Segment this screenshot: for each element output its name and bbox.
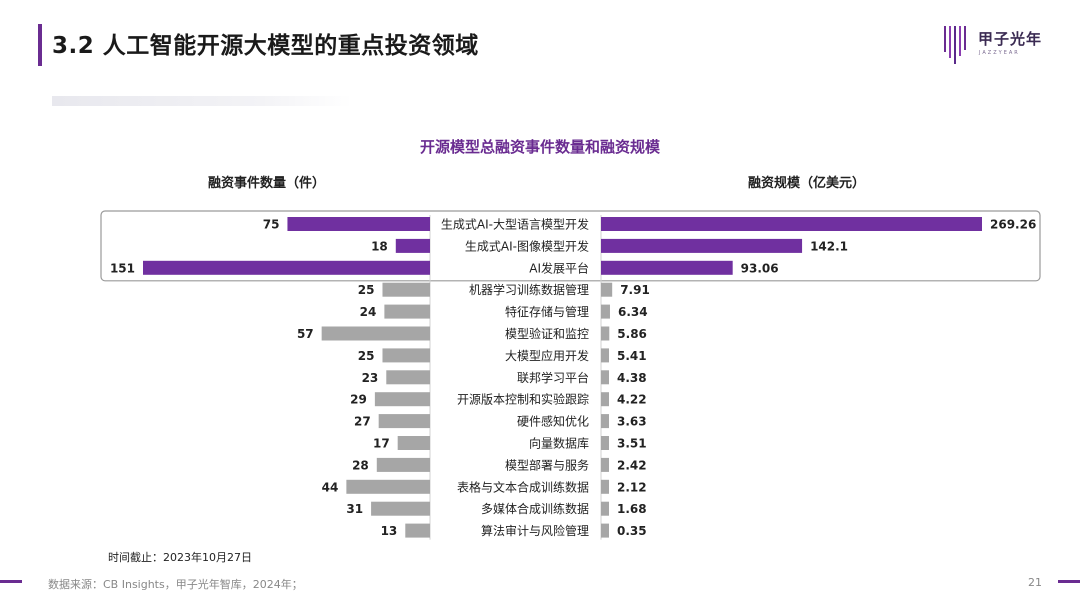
- right-bar: [601, 217, 982, 231]
- title-underline-strip: [52, 96, 352, 106]
- right-value-label: 2.42: [617, 458, 647, 472]
- left-value-label: 18: [371, 239, 388, 253]
- category-label: 多媒体合成训练数据: [481, 501, 589, 516]
- left-bar: [376, 457, 430, 472]
- left-value-label: 75: [263, 218, 280, 232]
- left-bar: [287, 217, 430, 231]
- footer-accent-right: [1058, 580, 1080, 583]
- right-value-label: 5.86: [617, 327, 647, 341]
- page-title: 3.2 人工智能开源大模型的重点投资领域: [52, 33, 479, 59]
- right-value-label: 4.38: [617, 371, 647, 385]
- right-bar: [601, 282, 613, 297]
- left-bar: [374, 392, 430, 407]
- right-value-label: 6.34: [618, 305, 648, 319]
- left-value-label: 57: [297, 327, 314, 341]
- date-note: 时间截止：2023年10月27日: [108, 551, 252, 564]
- category-label: 开源版本控制和实验跟踪: [457, 392, 589, 407]
- brand-name: 甲子光年: [978, 30, 1043, 48]
- right-bar: [601, 238, 803, 253]
- left-value-label: 24: [360, 305, 377, 319]
- right-bar: [601, 392, 609, 407]
- brand-subtitle: JAZZYEAR: [979, 50, 1020, 56]
- right-value-label: 0.35: [617, 524, 647, 538]
- data-source: 数据来源：CB Insights，甲子光年智库，2024年；: [48, 578, 303, 591]
- title-accent-bar: [38, 24, 42, 66]
- left-bar: [384, 304, 430, 319]
- left-bar: [321, 326, 430, 341]
- right-value-label: 269.26: [990, 218, 1036, 232]
- category-label: 模型验证和监控: [505, 326, 589, 341]
- left-bar: [386, 370, 430, 385]
- category-label: 特征存储与管理: [505, 304, 589, 319]
- right-bar: [601, 523, 609, 538]
- right-bar: [601, 457, 609, 472]
- right-bar: [601, 326, 610, 341]
- left-bar: [395, 238, 430, 253]
- category-label: 联邦学习平台: [517, 370, 589, 385]
- left-value-label: 27: [354, 415, 371, 429]
- right-bar: [601, 479, 609, 494]
- highlight-box: [100, 210, 1041, 282]
- footer-accent-left: [0, 580, 22, 583]
- left-series-title: 融资事件数量（件）: [208, 176, 326, 191]
- left-bar: [346, 479, 430, 494]
- left-bar: [382, 282, 430, 297]
- left-value-label: 44: [322, 480, 339, 494]
- right-bar: [601, 501, 609, 516]
- right-value-label: 3.51: [617, 437, 647, 451]
- category-label: AI发展平台: [529, 260, 589, 275]
- right-bar: [601, 304, 610, 319]
- right-bar: [601, 436, 609, 450]
- category-label: 表格与文本合成训练数据: [457, 479, 589, 494]
- page-number: 21: [1028, 576, 1042, 589]
- left-value-label: 23: [362, 371, 379, 385]
- right-series-title: 融资规模（亿美元）: [748, 176, 866, 191]
- left-value-label: 31: [346, 502, 363, 516]
- category-label: 向量数据库: [529, 436, 589, 451]
- right-value-label: 5.41: [617, 349, 647, 363]
- left-value-label: 17: [373, 437, 390, 451]
- left-bar: [382, 348, 430, 363]
- category-label: 生成式AI-大型语言模型开发: [441, 217, 589, 232]
- category-label: 生成式AI-图像模型开发: [465, 238, 589, 253]
- right-value-label: 4.22: [617, 393, 647, 407]
- left-bar: [397, 436, 430, 450]
- brand-logo: 甲子光年 JAZZYEAR: [942, 22, 1052, 68]
- brand-logo-icon: [944, 26, 966, 64]
- left-value-label: 13: [381, 524, 398, 538]
- right-value-label: 93.06: [741, 261, 779, 275]
- left-bar: [405, 523, 430, 538]
- right-value-label: 2.12: [617, 480, 647, 494]
- left-bar: [143, 260, 430, 275]
- right-value-label: 7.91: [620, 283, 650, 297]
- left-value-label: 28: [352, 458, 369, 472]
- right-bar: [601, 414, 609, 429]
- right-value-label: 142.1: [810, 239, 848, 253]
- category-label: 模型部署与服务: [505, 457, 589, 472]
- left-value-label: 29: [350, 393, 367, 407]
- category-label: 机器学习训练数据管理: [469, 282, 589, 297]
- right-bar: [601, 370, 609, 385]
- left-bar: [371, 501, 430, 516]
- right-value-label: 1.68: [617, 502, 647, 516]
- category-label: 算法审计与风险管理: [481, 523, 589, 538]
- right-value-label: 3.63: [617, 415, 647, 429]
- left-bar: [378, 414, 430, 429]
- chart-title: 开源模型总融资事件数量和融资规模: [419, 138, 660, 156]
- right-bar: [601, 260, 733, 275]
- left-value-label: 25: [358, 283, 375, 297]
- right-bar: [601, 348, 609, 363]
- left-value-label: 151: [110, 261, 135, 275]
- category-label: 大模型应用开发: [505, 348, 589, 363]
- category-label: 硬件感知优化: [517, 414, 589, 429]
- left-value-label: 25: [358, 349, 375, 363]
